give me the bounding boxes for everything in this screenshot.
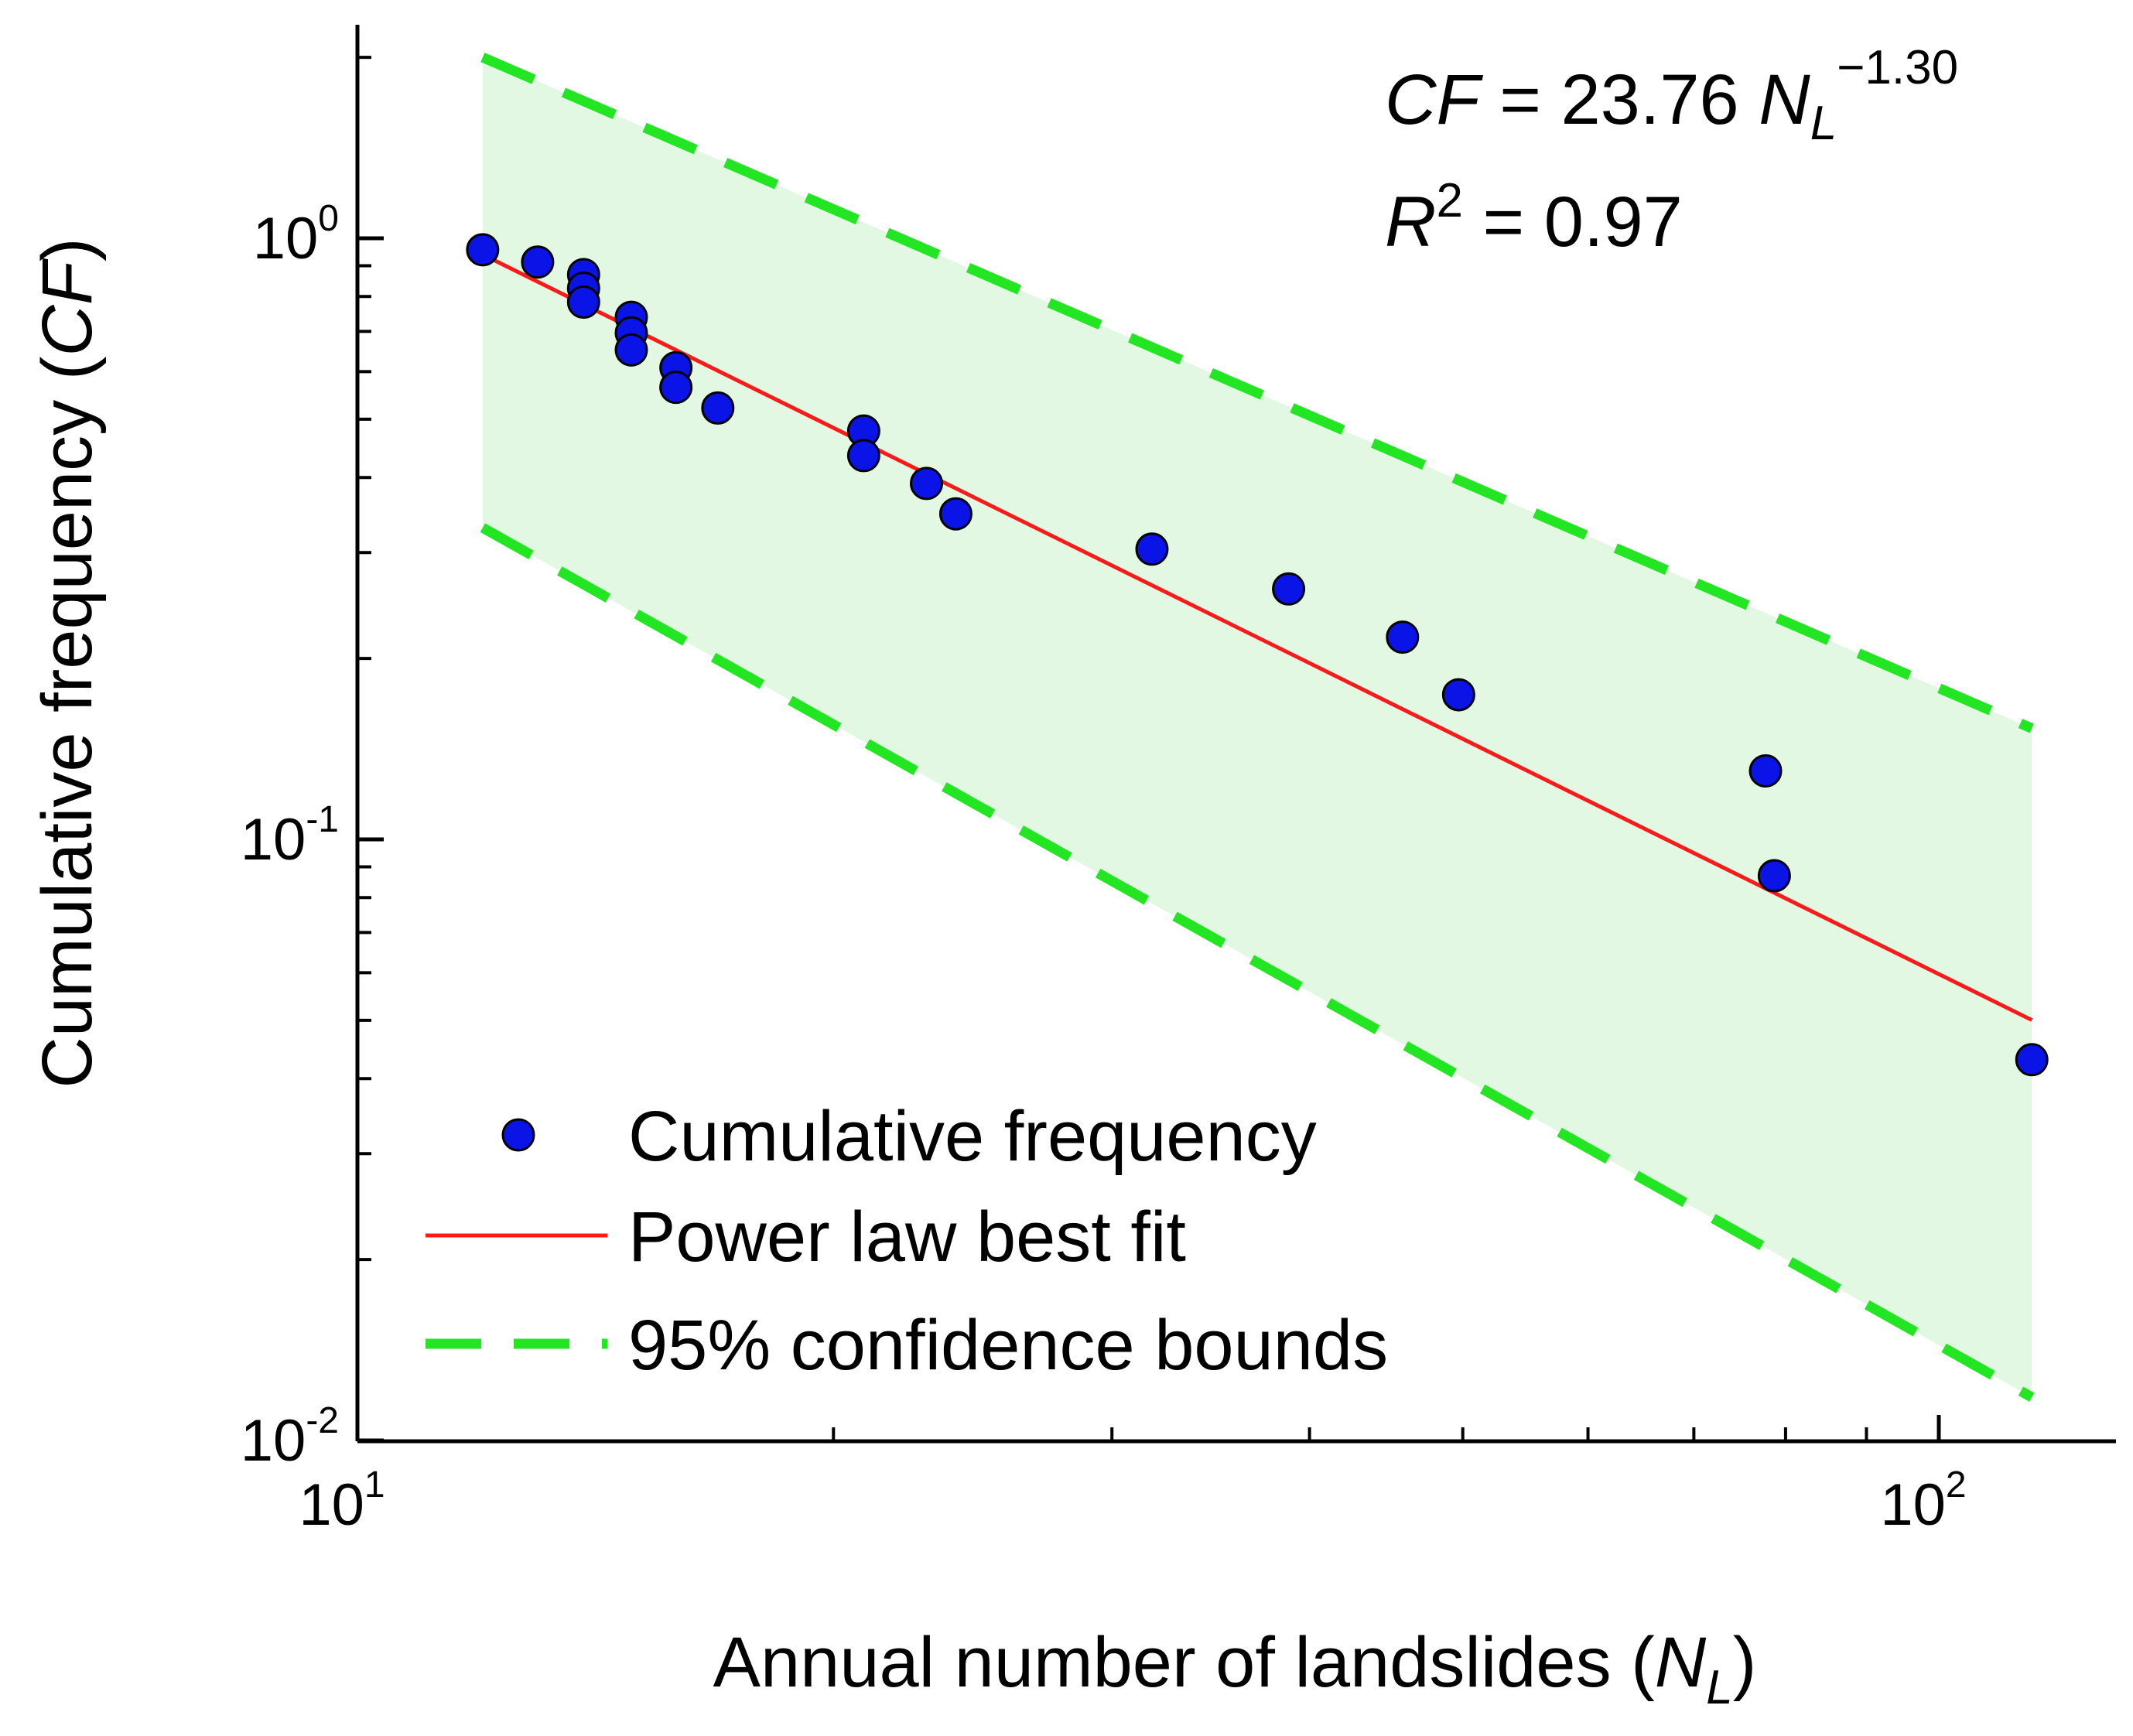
legend-label-power-law: Power law best fit <box>628 1198 1186 1276</box>
x-axis-title: Annual number of landslides (NL) <box>713 1623 1757 1714</box>
data-point <box>521 245 555 279</box>
data-point <box>910 466 944 501</box>
data-point <box>1272 572 1306 606</box>
y-axis-ticks: 10-2 10-1 100 <box>241 56 384 1474</box>
fit-equation: CF = 23.76 NL−1.30 <box>1385 41 1958 150</box>
legend-label-cumulative-frequency: Cumulative frequency <box>628 1097 1317 1176</box>
data-point <box>566 285 600 320</box>
y-axis-title: Cumulative frequency (CF) <box>28 238 107 1088</box>
x-tick-label: 101 <box>299 1464 385 1538</box>
legend-marker-cumulative-frequency <box>501 1118 535 1152</box>
confidence-bounds-layer <box>480 53 2035 1402</box>
x-axis-ticks: 101 102 <box>299 1415 1967 1538</box>
power-law-fit-line <box>481 252 2033 1022</box>
data-point <box>1135 532 1169 566</box>
legend: Cumulative frequency Power law best fit … <box>426 1097 1388 1385</box>
data-point <box>2015 1043 2049 1077</box>
data-point <box>701 391 735 425</box>
fit-layer <box>481 252 2033 1022</box>
x-tick-label: 102 <box>1880 1464 1966 1538</box>
data-point <box>846 439 880 473</box>
data-point <box>1386 620 1420 654</box>
upper-confidence-bound <box>480 53 2034 733</box>
data-point <box>659 371 693 405</box>
data-point <box>1757 859 1791 893</box>
data-point <box>1441 678 1475 712</box>
confidence-band-layer <box>482 57 2032 1398</box>
confidence-band-fill <box>482 57 2032 1398</box>
lower-confidence-bound <box>480 523 2035 1402</box>
y-tick-label: 100 <box>253 198 339 272</box>
data-point <box>1748 754 1783 788</box>
r-squared: R2 = 0.97 <box>1385 174 1683 261</box>
legend-label-confidence-bounds: 95% confidence bounds <box>628 1306 1388 1385</box>
data-point <box>466 233 500 267</box>
axes: 101 102 10-2 10-1 100 <box>241 25 2116 1538</box>
data-points <box>466 233 2049 1077</box>
data-point <box>938 497 972 531</box>
y-tick-label: 10-2 <box>241 1400 339 1474</box>
data-point <box>614 333 648 367</box>
y-tick-label: 10-1 <box>241 799 339 873</box>
